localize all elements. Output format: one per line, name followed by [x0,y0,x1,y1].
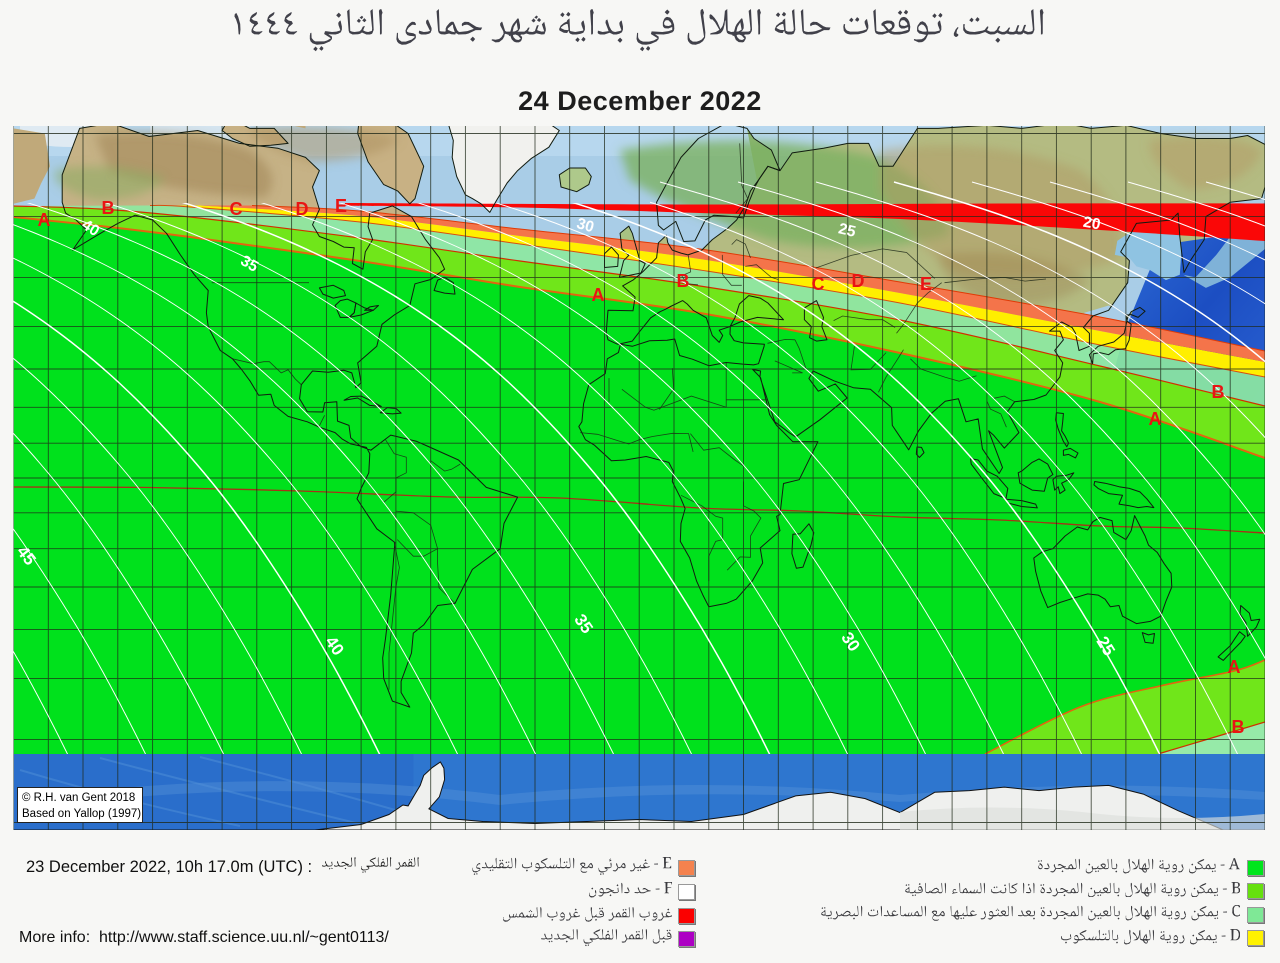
svg-text:A: A [1149,409,1162,429]
svg-text:B: B [1232,717,1245,737]
svg-text:C: C [812,274,825,294]
svg-text:35: 35 [238,252,262,276]
svg-text:40: 40 [79,216,103,240]
svg-text:E: E [920,274,932,294]
svg-text:Based on Yallop (1997): Based on Yallop (1997) [22,808,141,820]
svg-text:B: B [102,198,115,218]
svg-text:25: 25 [837,220,858,241]
svg-text:D: D [296,199,309,219]
svg-text:B: B [1212,382,1225,402]
svg-text:A: A [38,210,51,230]
svg-text:© R.H. van Gent 2018: © R.H. van Gent 2018 [22,792,135,804]
svg-text:30: 30 [575,215,596,236]
svg-text:C: C [230,199,243,219]
svg-text:A: A [1228,657,1241,677]
svg-text:E: E [335,196,347,216]
svg-text:A: A [592,285,605,305]
svg-text:B: B [677,271,690,291]
svg-text:D: D [852,271,865,291]
svg-text:20: 20 [1082,214,1102,234]
